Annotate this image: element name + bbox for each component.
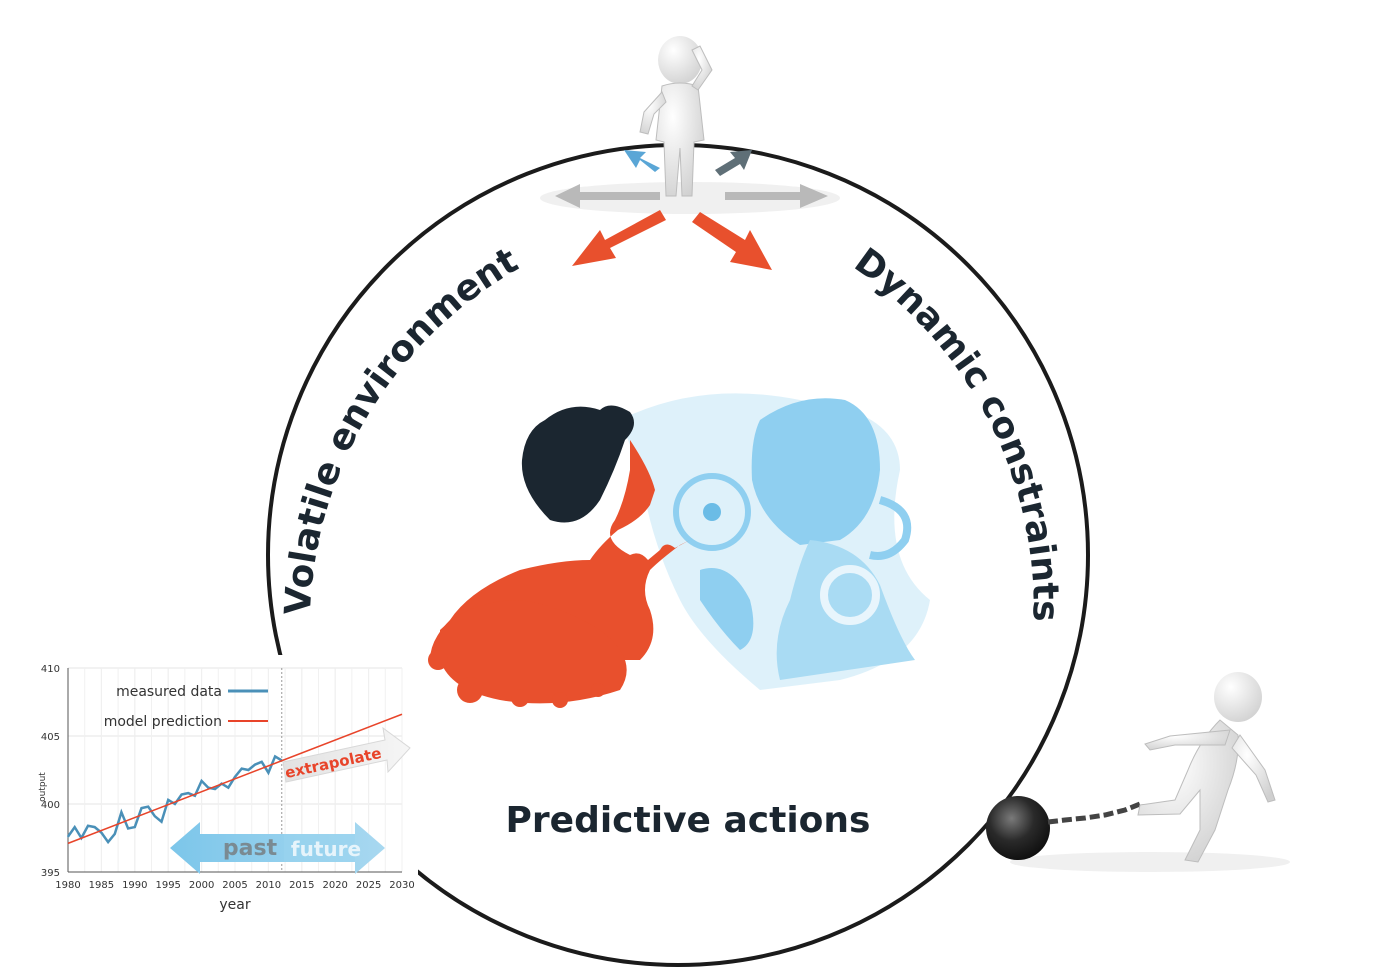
volatile-environment-label: Volatile environment — [278, 240, 525, 616]
measured-data-point — [113, 833, 116, 835]
measured-data-point — [214, 788, 216, 790]
measured-data-point — [100, 831, 103, 834]
x-tick-label: 1980 — [55, 880, 80, 891]
measured-data-point — [180, 793, 183, 796]
legend-model-label: model prediction — [104, 714, 222, 730]
measured-data-point — [140, 807, 143, 809]
x-tick-label: 1995 — [155, 880, 180, 891]
measured-data-point — [240, 767, 243, 770]
measured-data-point — [147, 805, 149, 808]
model-prediction-line — [67, 713, 403, 845]
measured-data-point — [227, 786, 230, 789]
chart-ticks: 1980 1985 1990 1995 2000 2005 2010 2015 2020 2025… — [41, 664, 415, 891]
y-tick-label: 410 — [41, 664, 60, 675]
y-tick-label: 405 — [41, 732, 60, 743]
x-tick-label: 2025 — [356, 880, 381, 891]
human-robot-illustration — [428, 393, 930, 708]
measured-data-point — [107, 841, 109, 843]
legend-measured-label: measured data — [116, 684, 222, 700]
x-tick-label: 2000 — [189, 880, 214, 891]
extrapolate-arrow — [282, 726, 411, 783]
x-tick-label: 2015 — [289, 880, 314, 891]
measured-data-point — [160, 820, 163, 823]
measured-data-point — [167, 799, 169, 801]
future-label: future — [291, 837, 361, 861]
x-tick-label: 1990 — [122, 880, 147, 891]
measured-data-point — [73, 826, 76, 828]
x-tick-label: 2010 — [256, 880, 281, 891]
measured-data-point — [194, 795, 196, 797]
measured-data-point — [67, 835, 69, 838]
chart-series — [66, 713, 403, 845]
y-tick-label: 400 — [41, 800, 60, 811]
past-label: past — [223, 836, 278, 861]
measured-data-point — [254, 763, 256, 766]
measured-data-point — [154, 815, 156, 818]
measured-data-point — [87, 824, 89, 827]
measured-data-point — [174, 803, 176, 805]
measured-data-point — [134, 826, 136, 828]
confused-person-illustration — [540, 36, 840, 270]
extrapolation-chart: 1980 1985 1990 1995 2000 2005 2010 2015 2020 2025… — [0, 655, 418, 915]
x-tick-label: 2020 — [322, 880, 347, 891]
measured-data-point — [127, 827, 129, 830]
chart-legend: measured data model prediction — [104, 684, 268, 730]
x-tick-label: 1985 — [89, 880, 114, 891]
x-tick-label: 2005 — [222, 880, 247, 891]
measured-data-point — [120, 811, 123, 813]
measured-data-point — [260, 761, 263, 763]
measured-data-point — [247, 769, 250, 771]
measured-data-point — [200, 780, 203, 782]
measured-data-point — [267, 771, 270, 774]
predictive-actions-label: Predictive actions — [506, 800, 871, 841]
chart-ylabel: output — [38, 772, 48, 802]
measured-data-point — [93, 826, 96, 828]
y-tick-label: 395 — [41, 868, 60, 879]
measured-data-point — [234, 776, 236, 778]
measured-data-point — [274, 755, 276, 758]
chart-xlabel: year — [219, 897, 250, 913]
x-tick-label: 2030 — [389, 880, 414, 891]
chained-person-illustration — [986, 672, 1290, 872]
measured-data-point — [207, 786, 210, 789]
measured-data-point — [187, 792, 190, 794]
